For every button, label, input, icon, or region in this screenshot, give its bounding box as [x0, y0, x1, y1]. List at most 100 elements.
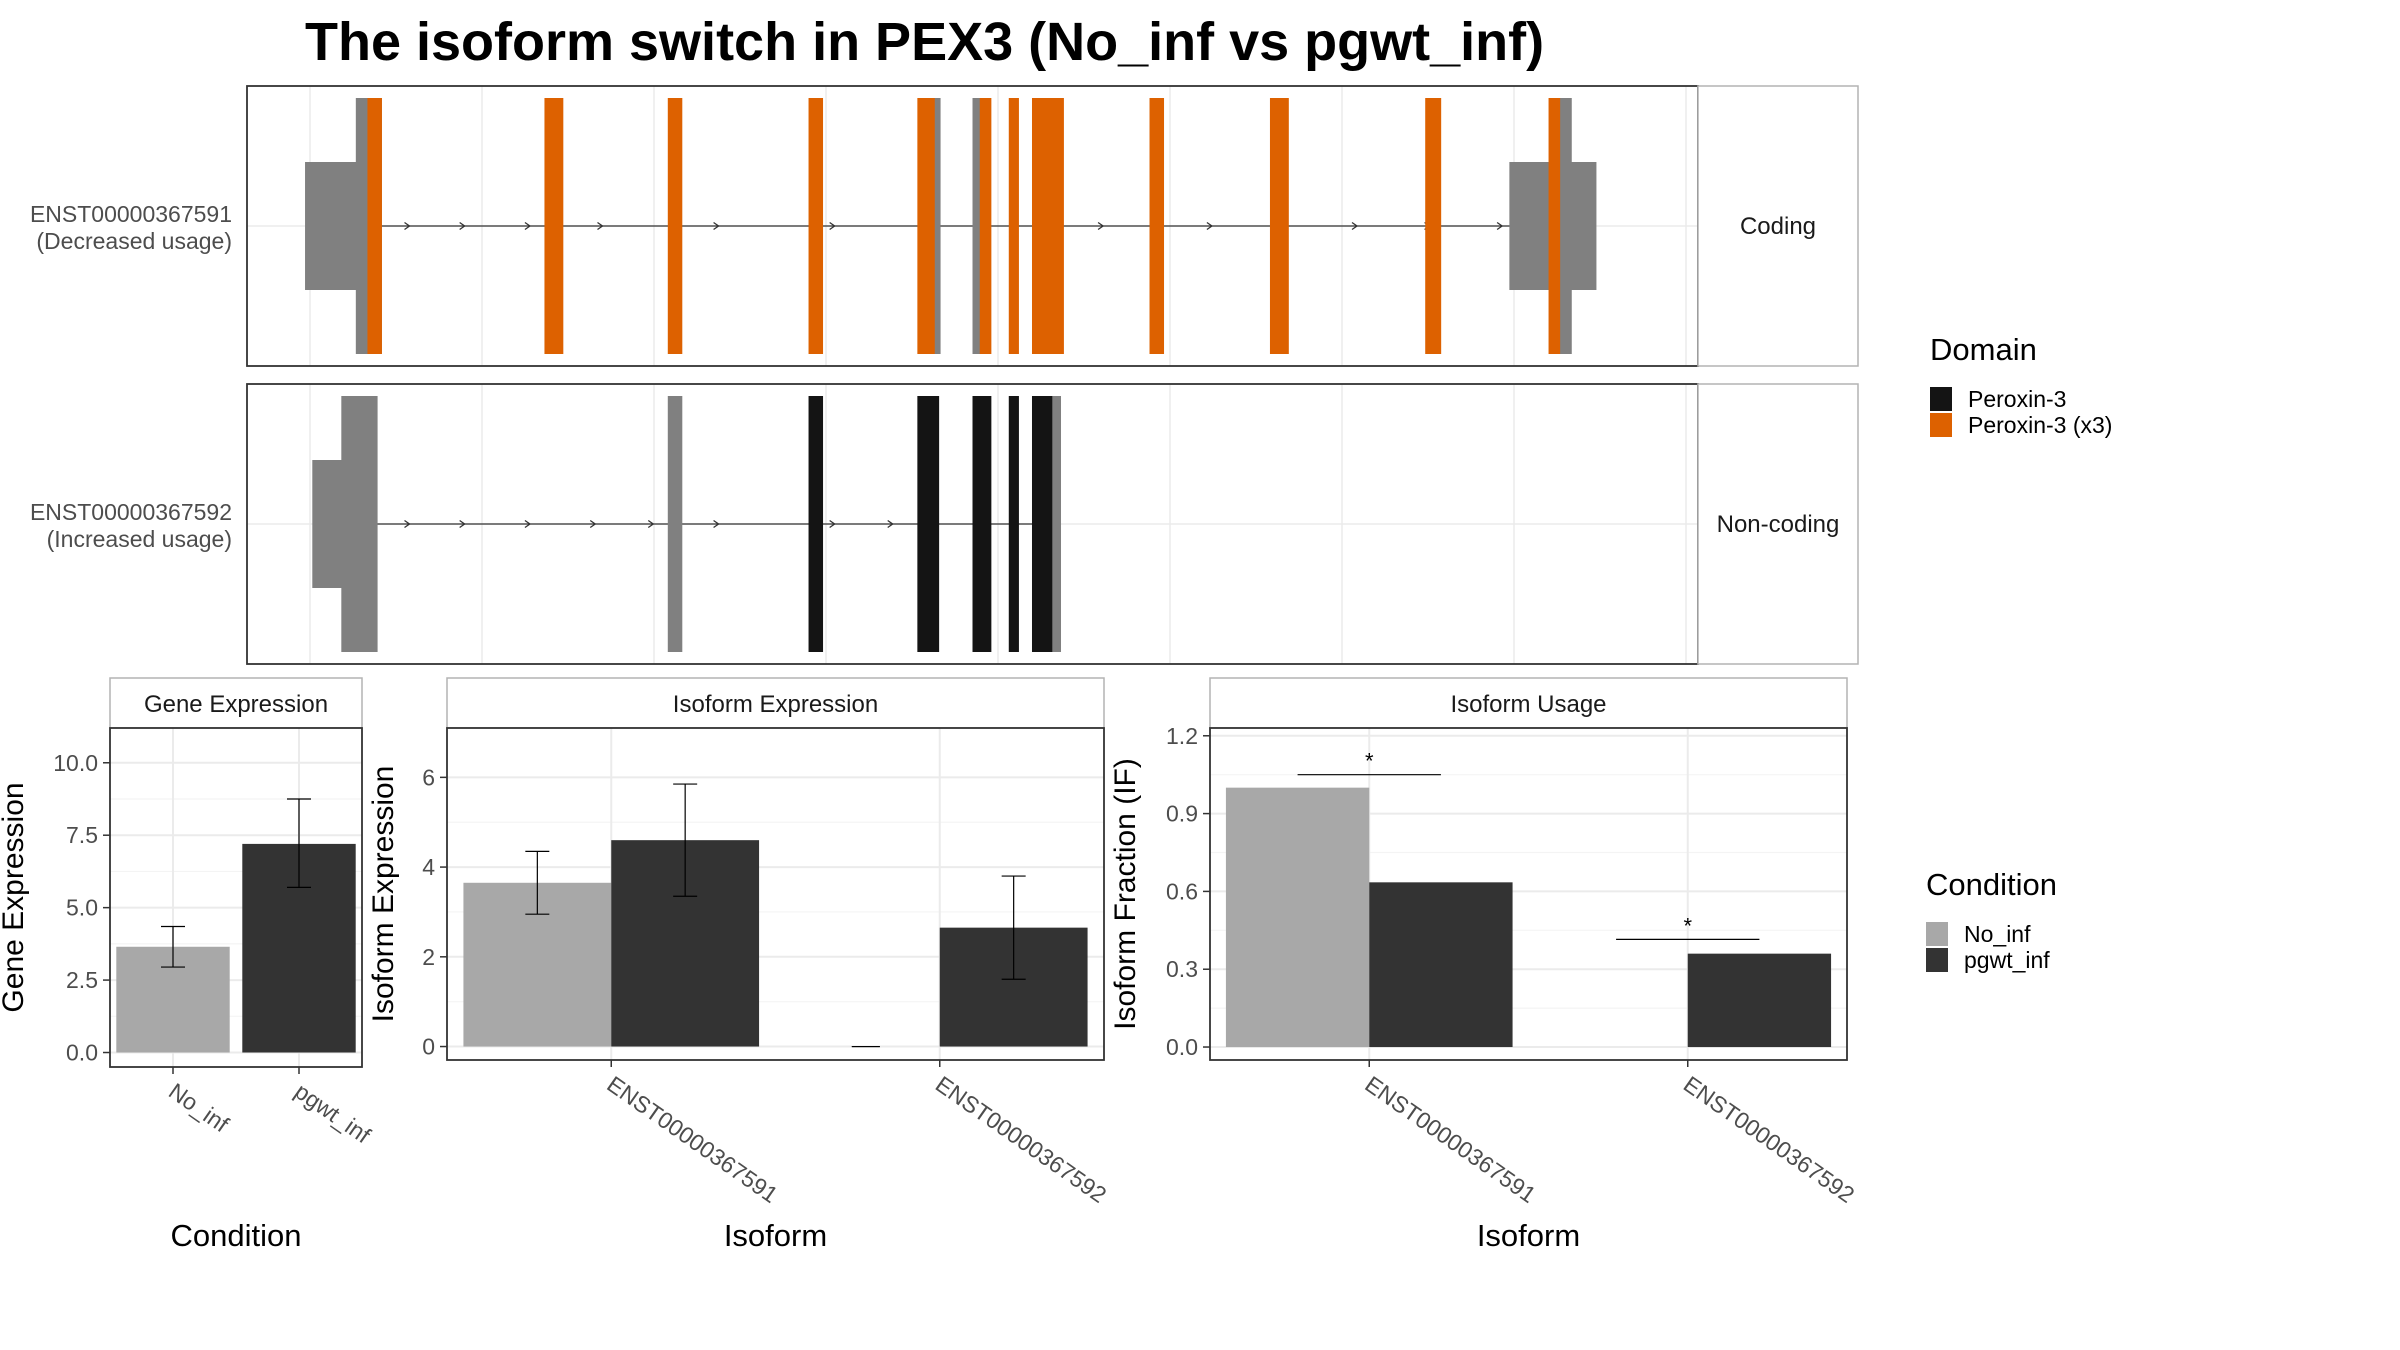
exon-utr: [1560, 98, 1572, 354]
intron-direction-arrow: [404, 519, 411, 529]
legend-title: Condition: [1926, 867, 2057, 902]
bar-panel-3: Isoform Usage 0.0 0.3 0.6 0.9 1.2 * * ENST000003…: [1109, 677, 1859, 1253]
exon-domain: [808, 98, 824, 354]
intron-direction-arrow: [829, 519, 836, 529]
x-tick-label: ENST00000367592: [1679, 1071, 1859, 1208]
y-tick-label: 0.6: [1166, 878, 1198, 904]
intron-direction-arrow: [829, 221, 836, 231]
y-tick-label: 10.0: [53, 750, 98, 776]
x-tick-label: ENST00000367592: [931, 1071, 1111, 1208]
exon-utr: [358, 396, 378, 652]
significance-star: *: [1365, 749, 1374, 774]
intron-direction-arrow: [589, 519, 597, 529]
legend-label: pgwt_inf: [1964, 947, 2050, 973]
exon-domain: [917, 396, 940, 652]
bar-panel-border: [1209, 727, 1848, 1061]
legend-title: Domain: [1930, 332, 2037, 367]
x-axis-title: Isoform: [724, 1218, 827, 1253]
transcript-panel-1: Coding ENST00000367591(Decreased usage): [30, 85, 1859, 367]
intron-direction-arrow: [713, 519, 720, 529]
transcript-structure-panels: Coding ENST00000367591(Decreased usage) No…: [30, 85, 1859, 665]
exon-domain: [1548, 98, 1562, 354]
transcript-strip-label: Coding: [1740, 213, 1816, 240]
bar-panel-2: Isoform Expression 0 2 4 6 ENST00000367591 ENS…: [367, 677, 1111, 1253]
intron-direction-arrow: [459, 519, 466, 529]
exon-domain: [972, 396, 992, 652]
bar-panel-1: Gene Expression 0.0 2.5 5.0 7.5 10.0 No_inf pgw…: [0, 677, 376, 1253]
legend-key: [1930, 387, 1952, 411]
exon-utr: [341, 396, 361, 652]
y-tick-label: 0.0: [66, 1040, 98, 1066]
y-tick-label: 0.3: [1166, 956, 1198, 982]
exon-domain: [544, 98, 564, 354]
y-axis-title: Isoform Fraction (IF): [1109, 758, 1142, 1030]
transcript-strip: [1697, 383, 1859, 665]
bar-panel-title: Gene Expression: [144, 691, 328, 718]
bar: [1225, 787, 1370, 1048]
bar: [1369, 882, 1513, 1048]
x-axis-title: Isoform: [1477, 1218, 1580, 1253]
exon-domain: [1031, 98, 1064, 354]
intron-direction-arrow: [524, 519, 532, 529]
exon-domain: [808, 396, 824, 652]
bar-panel-border: [109, 727, 363, 1068]
y-tick-label: 2: [422, 944, 435, 970]
exon-utr: [934, 98, 941, 354]
exon-domain: [1031, 396, 1054, 652]
bar-panel-strip: [446, 677, 1105, 729]
transcript-strip: [1697, 85, 1859, 367]
exon-domain: [1149, 98, 1165, 354]
y-tick-label: 0: [422, 1034, 435, 1060]
exon-utr: [667, 396, 683, 652]
intron-direction-arrow: [1496, 221, 1504, 231]
legend-key: [1926, 948, 1948, 972]
intron-direction-arrow: [597, 221, 604, 231]
y-tick-label: 6: [422, 764, 435, 790]
intron-direction-arrow: [1206, 221, 1214, 231]
y-tick-label: 4: [422, 854, 435, 880]
intron-direction-arrow: [524, 221, 532, 231]
y-tick-label: 5.0: [66, 895, 98, 921]
transcript-usage-label: (Increased usage): [47, 526, 232, 552]
transcript-usage-label: (Decreased usage): [36, 228, 232, 254]
y-axis-title: Isoform Expression: [367, 766, 400, 1023]
y-tick-label: 0.9: [1166, 801, 1198, 827]
legend-key: [1926, 922, 1948, 946]
x-axis-title: Condition: [171, 1218, 302, 1253]
intron-direction-arrow: [887, 519, 894, 529]
exon-domain: [979, 98, 992, 354]
bar-panel-title: Isoform Expression: [673, 691, 878, 718]
x-tick-label: ENST00000367591: [1360, 1071, 1540, 1208]
transcript-id-label: ENST00000367592: [30, 499, 232, 525]
intron-direction-arrow: [713, 221, 720, 231]
bar-panel-title: Isoform Usage: [1450, 691, 1606, 718]
intron-direction-arrow: [647, 519, 655, 529]
intron-direction-arrow: [459, 221, 466, 231]
y-tick-label: 2.5: [66, 967, 98, 993]
y-tick-label: 0.0: [1166, 1034, 1198, 1060]
bar: [1687, 953, 1832, 1048]
exon-utr: [1052, 396, 1062, 652]
exon-domain: [1269, 98, 1289, 354]
transcript-panel-2: Non-coding ENST00000367592(Increased usag…: [30, 383, 1859, 665]
intron-direction-arrow: [404, 221, 411, 231]
legend-label: No_inf: [1964, 921, 2031, 947]
y-tick-label: 1.2: [1166, 723, 1198, 749]
exon-domain: [1008, 98, 1019, 354]
intron-direction-arrow: [1351, 221, 1359, 231]
exon-domain: [917, 98, 940, 354]
transcript-id-label: ENST00000367591: [30, 201, 232, 227]
bar-chart-panels: Gene Expression 0.0 2.5 5.0 7.5 10.0 No_inf pgw…: [0, 677, 1859, 1253]
x-tick-label: pgwt_inf: [290, 1078, 376, 1149]
x-tick-label: ENST00000367591: [602, 1071, 782, 1208]
x-tick-label: No_inf: [164, 1078, 234, 1138]
exon-domain: [367, 98, 382, 354]
significance-star: *: [1683, 913, 1692, 938]
bar-panel-border: [446, 727, 1105, 1061]
exon-domain: [1425, 98, 1442, 354]
bar-panel-strip: [109, 677, 363, 729]
